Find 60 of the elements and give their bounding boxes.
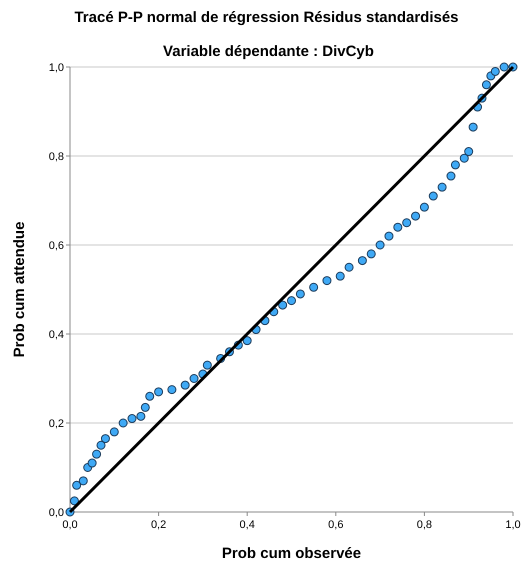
x-tick-label: 1,0 [505,519,521,531]
point [322,276,332,286]
x-tick-label: 0,6 [328,519,344,531]
point [468,122,478,132]
point [393,222,402,232]
point [110,427,119,436]
point [460,154,469,163]
point [464,147,474,156]
y-tick-label: 0,8 [48,150,64,163]
point [167,385,176,394]
point [88,458,97,468]
point [78,476,88,486]
point [446,172,456,181]
point [482,80,491,90]
point [128,414,137,424]
point [96,440,106,450]
point [100,434,110,444]
y-tick-label: 0,6 [48,240,64,252]
chart-subtitle: Variable dépendante : DivCyb [163,43,374,60]
point [154,387,164,396]
point [296,289,305,298]
x-axis-title: Prob cum observée [222,545,362,562]
point [344,262,354,272]
y-tick-label: 0,2 [48,418,64,430]
y-tick-label: 0,0 [48,506,64,519]
point [242,336,252,346]
x-tick-label: 0,8 [416,519,432,531]
point [336,272,345,281]
point [366,249,376,258]
y-axis-title: Prob cum attendue [11,222,28,358]
chart-title: Tracé P-P normal de régression Résidus standardisés [74,9,459,26]
y-tick-label: 1,0 [48,62,64,74]
point [428,192,438,201]
point [136,412,146,421]
point [70,496,79,506]
point [287,296,296,306]
point [420,202,429,212]
point [438,182,447,192]
point [450,160,460,170]
point [140,402,150,412]
point [145,392,154,401]
point [92,450,102,459]
point [358,256,367,266]
x-tick-label: 0,0 [62,519,78,531]
point [118,418,128,428]
point [490,66,500,76]
point [402,218,412,228]
point [376,240,385,250]
point [309,282,318,292]
point [411,212,420,221]
point [500,62,509,72]
point [72,480,82,490]
point [278,300,288,310]
point [384,232,394,241]
point [180,380,190,390]
point [190,374,199,383]
x-tick-label: 0,2 [150,519,166,531]
y-tick-label: 0,4 [48,328,64,341]
x-tick-label: 0,4 [240,519,255,531]
point [202,360,212,370]
